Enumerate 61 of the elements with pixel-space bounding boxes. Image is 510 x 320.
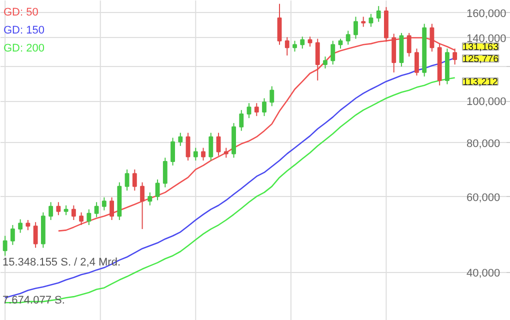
candlestick [277, 3, 282, 46]
candlestick [254, 102, 259, 117]
text: GD: 150 [4, 24, 44, 36]
text: GD: 200 [4, 42, 44, 54]
candlestick [64, 204, 68, 216]
text: 131,163 [462, 42, 500, 53]
candlestick [452, 48, 458, 66]
candlestick [86, 208, 92, 226]
text: 113,212 [462, 77, 498, 88]
candlestick [102, 196, 106, 211]
candlestick [330, 40, 336, 66]
candlestick [132, 168, 137, 192]
y-tick-label: 80,000 [466, 138, 500, 150]
candlestick [368, 13, 374, 28]
candlestick [270, 86, 274, 107]
candlestick [292, 40, 297, 52]
candlestick [414, 48, 419, 76]
candlestick [193, 147, 198, 162]
y-tick-label: 40,000 [466, 268, 500, 280]
text: 125,776 [462, 54, 500, 65]
candlestick [308, 36, 312, 48]
candlestick [18, 218, 23, 234]
candlestick [162, 157, 168, 188]
candlestick [216, 132, 221, 156]
candlestick [376, 6, 381, 22]
text: GD: 50 [4, 6, 38, 18]
candlestick [155, 178, 160, 201]
candlestick [186, 132, 190, 162]
candlestick [94, 202, 99, 218]
candlestick [71, 204, 76, 220]
candlestick [10, 224, 15, 246]
candlestick [361, 16, 366, 28]
candlestick [284, 36, 290, 56]
candlestick [346, 30, 350, 46]
candlestick [26, 220, 30, 231]
candlestick [354, 16, 358, 40]
candlestick [79, 212, 84, 226]
candlestick [140, 182, 145, 230]
candlestick [262, 98, 266, 117]
candlestick [201, 147, 206, 162]
candlestick [2, 235, 8, 256]
candlestick [48, 202, 54, 220]
candlestick [239, 110, 244, 132]
y-tick-label: 160,000 [466, 8, 506, 20]
candlestick [323, 56, 328, 69]
candlestick [315, 38, 320, 81]
candlestick [124, 168, 130, 192]
candlestick [110, 196, 114, 220]
candlestick [178, 132, 183, 146]
candlestick [430, 23, 434, 52]
y-tick-label: 100,000 [466, 96, 506, 108]
candlestick [148, 192, 152, 206]
candlestick [208, 132, 214, 162]
candlestick [406, 32, 412, 58]
y-tick-label: 60,000 [466, 192, 500, 204]
candlestick [300, 36, 305, 50]
candlestick [170, 137, 175, 166]
candlestick [246, 102, 252, 119]
candlestick [33, 222, 38, 248]
candlestick [56, 202, 61, 216]
candlestick [224, 147, 228, 158]
